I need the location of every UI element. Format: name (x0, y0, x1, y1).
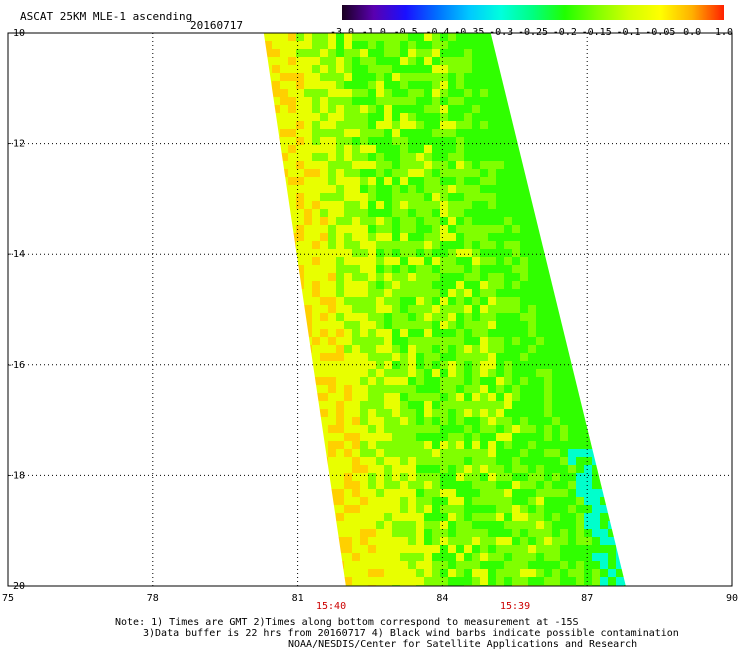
x-tick-label: 90 (726, 593, 738, 604)
time-label-2: 15:39 (500, 601, 530, 612)
y-tick-label: -10 (7, 28, 25, 39)
x-tick-label: 78 (147, 593, 159, 604)
y-tick-label: -18 (7, 470, 25, 481)
y-tick-label: -14 (7, 249, 25, 260)
note-line-2: 3)Data buffer is 22 hrs from 20160717 4)… (143, 628, 679, 639)
time-label-1: 15:40 (316, 601, 346, 612)
wind-swath (263, 33, 626, 586)
y-tick-label: -12 (7, 139, 25, 150)
note-line-3: NOAA/NESDIS/Center for Satellite Applica… (288, 639, 638, 650)
plot-frame (7, 32, 733, 587)
map-title: ASCAT 25KM MLE-1 ascending (20, 10, 193, 23)
note-line-1: Note: 1) Times are GMT 2)Times along bot… (115, 617, 579, 628)
grid-lines (8, 33, 732, 586)
x-tick-label: 81 (292, 593, 304, 604)
x-tick-label: 84 (436, 593, 448, 604)
x-tick-label: 75 (2, 593, 14, 604)
x-tick-label: 87 (581, 593, 593, 604)
colorbar-gradient (342, 5, 724, 20)
map-date: 20160717 (190, 19, 243, 32)
y-tick-label: -16 (7, 360, 25, 371)
axis-ticks: 75 78 81 84 87 90 -10 -12 -14 -16 -18 -20 (2, 28, 738, 604)
y-tick-label: -20 (7, 581, 25, 592)
